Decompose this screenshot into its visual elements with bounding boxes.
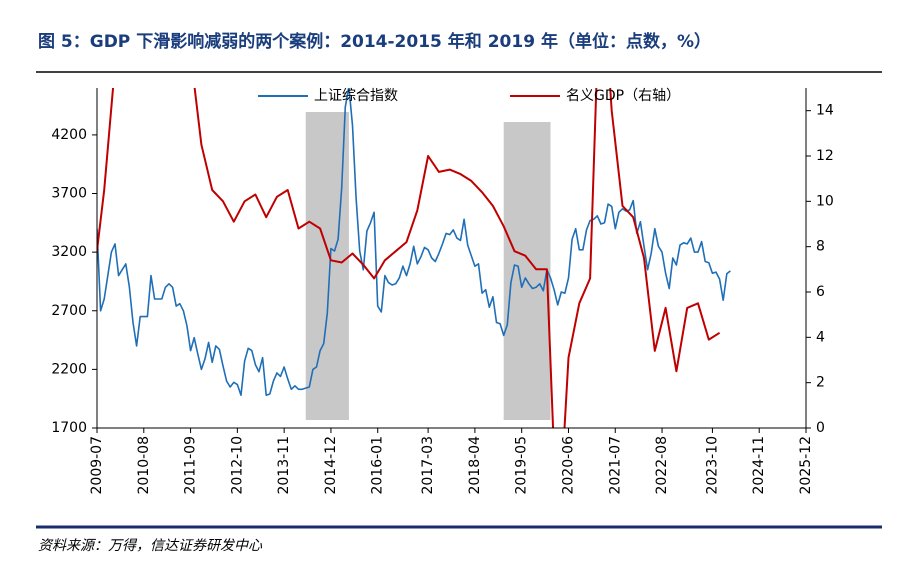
legend-label: 上证综合指数 (314, 88, 398, 104)
x-tick-label: 2023-10 (704, 436, 720, 495)
x-tick-label: 2012-10 (229, 436, 245, 495)
y2-tick-label: 8 (816, 239, 825, 255)
shaded-period (503, 122, 551, 420)
y2-tick-label: 10 (816, 193, 834, 209)
y-tick-label: 2700 (51, 303, 87, 319)
x-tick-label: 2009-07 (89, 436, 105, 495)
source: 资料来源：万得，信达证券研发中心 (38, 538, 263, 554)
chart-title: 图 5：GDP 下滑影响减弱的两个案例：2014-2015 年和 2019 年（… (38, 31, 711, 52)
x-tick-label: 2024-11 (751, 436, 767, 495)
x-tick-label: 2025-12 (798, 436, 814, 495)
x-tick-label: 2020-06 (560, 436, 576, 495)
y-tick-label: 2200 (51, 361, 87, 377)
y-tick-label: 3200 (51, 244, 87, 260)
y2-tick-label: 2 (816, 375, 825, 391)
x-tick-label: 2010-08 (136, 436, 152, 495)
legend-label: 名义GDP（右轴） (566, 88, 680, 104)
y2-tick-label: 12 (816, 148, 834, 164)
axes: 1700 2200 2700 3200 3700 4200 0 2 4 6 8 10 12 14 2009-… (51, 88, 834, 495)
x-tick-label: 2011-09 (183, 436, 199, 495)
x-tick-label: 2016-01 (370, 436, 386, 495)
y2-tick-label: 0 (816, 420, 825, 436)
x-tick-label: 2021-07 (607, 436, 623, 495)
shades (305, 112, 551, 420)
x-tick-label: 2013-11 (276, 436, 292, 495)
x-tick-label: 2018-04 (467, 436, 483, 495)
x-tick-label: 2017-03 (420, 436, 436, 495)
y-tick-label: 1700 (51, 420, 87, 436)
x-tick-label: 2019-05 (514, 436, 530, 495)
y2-tick-label: 14 (816, 103, 834, 119)
y-tick-label: 4200 (51, 127, 87, 143)
plot (97, 88, 731, 428)
x-tick-label: 2022-08 (654, 436, 670, 495)
y-tick-label: 3700 (51, 186, 87, 202)
x-tick-label: 2014-12 (323, 436, 339, 495)
y2-tick-label: 4 (816, 329, 825, 345)
series-line (97, 88, 731, 396)
y2-tick-label: 6 (816, 284, 825, 300)
series-line (97, 88, 721, 428)
